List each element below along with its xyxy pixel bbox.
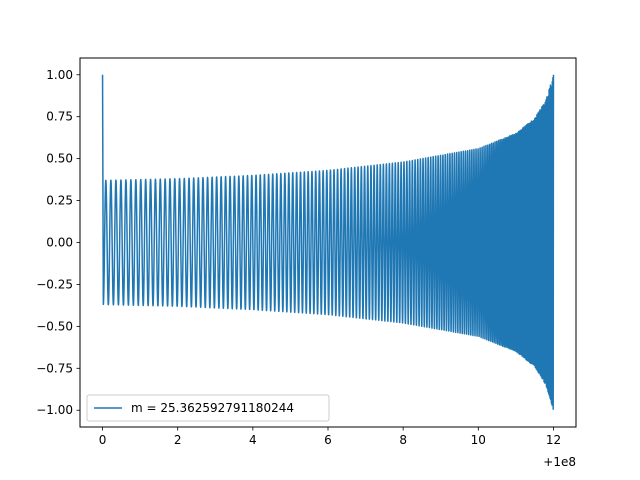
y-tick-label: −1.00 (36, 403, 73, 417)
plot-area (101, 74, 555, 410)
legend: m = 25.362592791180244 (86, 394, 330, 422)
y-tick-label: 0.25 (46, 194, 73, 208)
x-tick-label: 6 (324, 433, 332, 447)
x-axis: 0 2 4 6 8 10 12 (99, 427, 561, 447)
y-tick-label: 0.75 (46, 110, 73, 124)
y-axis: −1.00 −0.75 −0.50 −0.25 0.00 0.25 0.50 0.75 1.00 (36, 68, 80, 417)
x-tick-label: 8 (399, 433, 407, 447)
y-tick-label: −0.25 (36, 277, 73, 291)
x-offset-label: +1e8 (543, 455, 576, 469)
x-tick-label: 12 (546, 433, 561, 447)
y-tick-label: −0.75 (36, 361, 73, 375)
x-tick-label: 0 (99, 433, 107, 447)
x-tick-label: 4 (249, 433, 257, 447)
y-tick-label: −0.50 (36, 319, 73, 333)
x-tick-label: 2 (174, 433, 182, 447)
y-tick-label: 0.00 (46, 236, 73, 250)
x-tick-label: 10 (471, 433, 486, 447)
series-line (101, 74, 555, 410)
legend-label: m = 25.362592791180244 (131, 401, 294, 415)
y-tick-label: 0.50 (46, 152, 73, 166)
y-tick-label: 1.00 (46, 68, 73, 82)
legend-box (86, 394, 330, 422)
